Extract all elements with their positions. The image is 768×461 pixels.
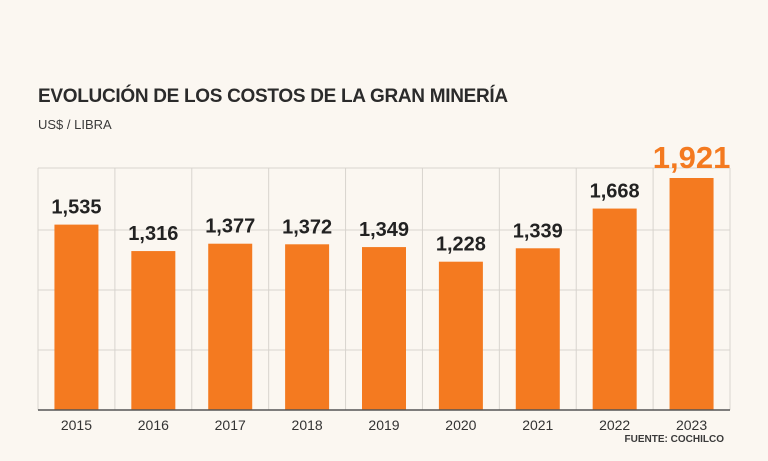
x-tick-label-2015: 2015 <box>61 417 92 433</box>
bar-2022 <box>592 208 637 410</box>
bar-2019 <box>362 247 406 410</box>
x-tick-label-2020: 2020 <box>445 417 476 433</box>
bar-2016 <box>131 251 176 410</box>
x-tick-label-2018: 2018 <box>292 417 323 433</box>
bar-2017 <box>208 243 253 410</box>
data-label-2019: 1,349 <box>359 219 409 241</box>
data-label-2021: 1,339 <box>513 220 563 242</box>
data-label-2023: 1,921 <box>653 140 731 175</box>
chart-title: EVOLUCIÓN DE LOS COSTOS DE LA GRAN MINER… <box>38 86 508 107</box>
data-label-2016: 1,316 <box>128 223 178 245</box>
data-label-2018: 1,372 <box>282 216 332 238</box>
bar-2020 <box>438 261 483 410</box>
bar-2018 <box>285 244 330 410</box>
bar-2021 <box>515 248 560 410</box>
x-tick-label-2022: 2022 <box>599 417 630 433</box>
unit-label: US$ / LIBRA <box>38 117 112 132</box>
source-note: FUENTE: COCHILCO <box>624 434 724 445</box>
x-tick-label-2023: 2023 <box>676 417 707 433</box>
x-tick-label-2016: 2016 <box>138 417 169 433</box>
data-label-2015: 1,535 <box>51 197 101 219</box>
x-tick-label-2021: 2021 <box>522 417 553 433</box>
x-tick-label-2019: 2019 <box>368 417 399 433</box>
data-label-2020: 1,228 <box>436 234 486 256</box>
data-label-2017: 1,377 <box>205 216 255 238</box>
x-tick-label-2017: 2017 <box>215 417 246 433</box>
bar-2023 <box>669 178 714 410</box>
bar-2015 <box>54 224 99 410</box>
data-label-2022: 1,668 <box>590 181 640 203</box>
